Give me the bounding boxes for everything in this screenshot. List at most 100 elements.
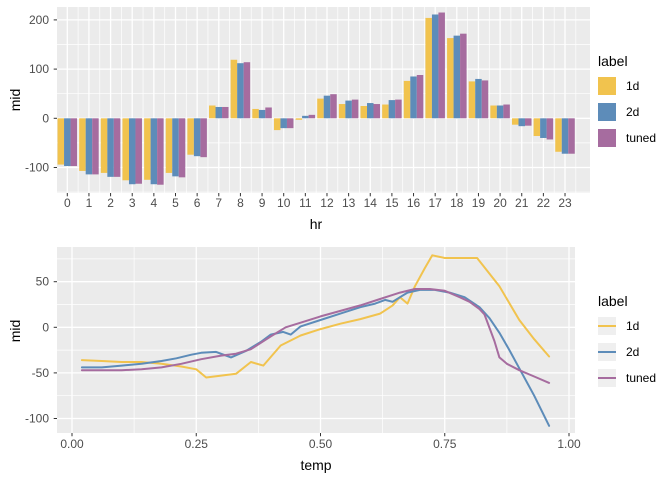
bar-1d-hr21 — [511, 118, 519, 125]
legend-label-tuned: tuned — [626, 131, 657, 145]
tick-label: 6 — [194, 196, 201, 210]
tick-label: 3 — [129, 196, 136, 210]
bar-tuned-hr8 — [243, 62, 251, 119]
tick-label: 200 — [29, 13, 49, 27]
line-series-1d — [80, 254, 551, 379]
bar-2d-hr18 — [453, 35, 461, 119]
tick-label: 10 — [277, 196, 291, 210]
bar-1d-hr8 — [230, 59, 238, 119]
line-chart-canvas: 0.00 0.25 0.50 0.75 1.00 50 0 -50 -100 — [25, 247, 581, 451]
tick-label: 20 — [493, 196, 507, 210]
bar-2d-hr0 — [64, 118, 71, 167]
bar-tuned-hr9 — [265, 107, 272, 119]
line-series-2d — [80, 288, 551, 427]
tick-label: 21 — [515, 196, 529, 210]
bar-1d-hr5 — [165, 118, 173, 173]
y-axis-title-mid-top: mid — [7, 88, 23, 112]
bar-2d-hr17 — [431, 14, 439, 119]
bar-tuned-hr16 — [416, 75, 424, 119]
legend-item-1d: 1d — [598, 317, 672, 335]
y-axis-title-mid-bottom: mid — [7, 319, 23, 343]
bar-1d-hr15 — [382, 104, 389, 119]
legend-key-line — [598, 325, 616, 327]
bar-2d-hr11 — [302, 115, 309, 119]
legend-label-tuned: tuned — [626, 371, 657, 385]
tick-label: 2 — [107, 196, 114, 210]
legend-bottom: label 1d 2d tuned — [598, 240, 672, 480]
tick-label: 14 — [364, 196, 378, 210]
bar-1d-hr11 — [295, 118, 303, 120]
tick-label: 1 — [86, 196, 93, 210]
bar-2d-hr23 — [561, 118, 569, 154]
bar-tuned-hr3 — [135, 118, 142, 184]
legend-label-2d: 2d — [626, 105, 640, 119]
legend-label-2d: 2d — [626, 345, 640, 359]
legend-label-1d: 1d — [626, 319, 640, 333]
bar-2d-hr6 — [193, 118, 201, 157]
legend-key-tuned-swatch — [598, 369, 616, 387]
bar-tuned-hr23 — [568, 118, 575, 154]
legend-key-1d-swatch — [598, 317, 616, 335]
tick-label: 1.00 — [557, 437, 581, 451]
bar-1d-hr9 — [252, 108, 259, 119]
tick-label: 17 — [429, 196, 443, 210]
bar-2d-hr3 — [128, 118, 136, 185]
bar-tuned-hr1 — [92, 118, 99, 175]
tick-label: 13 — [342, 196, 356, 210]
bar-1d-hr3 — [122, 118, 129, 181]
legend-item-1d: 1d — [598, 77, 672, 95]
bar-2d-hr8 — [237, 63, 244, 119]
legend-item-tuned: tuned — [598, 369, 672, 387]
bar-1d-hr16 — [403, 80, 411, 119]
bar-tuned-hr19 — [481, 80, 489, 119]
legend-item-tuned: tuned — [598, 129, 672, 147]
legend-key-1d-swatch — [598, 77, 616, 95]
bar-tuned-hr4 — [157, 118, 164, 185]
bar-2d-hr9 — [258, 109, 266, 119]
legend-item-2d: 2d — [598, 343, 672, 361]
tick-label: -100 — [25, 161, 49, 175]
bar-1d-hr4 — [144, 118, 151, 180]
bar-chart-canvas: 0 1 2 3 4 5 6 7 8 9 10 11 12 13 14 15 16 17 18 19 20 21 22 2320… — [25, 7, 590, 210]
tick-label: 19 — [472, 196, 486, 210]
bar-1d-hr19 — [468, 81, 476, 119]
tick-label: 23 — [558, 196, 572, 210]
tick-label: 0 — [64, 196, 71, 210]
bar-tuned-hr12 — [330, 94, 337, 119]
bar-2d-hr4 — [150, 118, 158, 185]
tick-label: 0.25 — [185, 437, 209, 451]
tick-label: 50 — [36, 275, 50, 289]
bar-1d-hr14 — [360, 106, 368, 119]
tick-label: 0.50 — [309, 437, 333, 451]
bar-tuned-hr17 — [438, 12, 445, 119]
bar-1d-hr1 — [79, 118, 86, 171]
tick-label: 9 — [259, 196, 266, 210]
tick-label: 12 — [320, 196, 334, 210]
line-chart-temp-mid: 0.00 0.25 0.50 0.75 1.00 50 0 -50 -100 temp mid … — [0, 240, 672, 480]
bar-2d-hr2 — [107, 118, 114, 177]
tick-label: 5 — [172, 196, 179, 210]
legend-key-2d-swatch — [598, 343, 616, 361]
tick-label: 11 — [299, 196, 312, 210]
bar-tuned-hr11 — [308, 114, 316, 119]
tick-label: 8 — [237, 196, 244, 210]
bar-2d-hr15 — [388, 100, 396, 119]
bar-tuned-hr18 — [460, 33, 467, 119]
tick-label: 100 — [29, 62, 49, 76]
bar-1d-hr22 — [533, 118, 541, 137]
tick-label: 0 — [42, 111, 49, 125]
bar-tuned-hr2 — [113, 118, 121, 177]
bar-chart-hr-mid: 0 1 2 3 4 5 6 7 8 9 10 11 12 13 14 15 16 17 18 19 20 21 22 23 20… — [7, 7, 672, 232]
bar-2d-hr21 — [518, 118, 525, 127]
bar-1d-hr12 — [317, 98, 324, 119]
bar-tuned-hr15 — [395, 99, 402, 119]
line-series-tuned — [80, 288, 551, 384]
bar-1d-hr23 — [555, 118, 562, 152]
bar-2d-hr22 — [540, 118, 547, 138]
tick-label: 0.75 — [433, 437, 457, 451]
bar-1d-hr0 — [57, 118, 65, 165]
legend-key-line — [598, 351, 616, 353]
x-axis-title-hr: hr — [309, 216, 323, 232]
bar-tuned-hr13 — [351, 99, 359, 119]
tick-label: 18 — [450, 196, 464, 210]
